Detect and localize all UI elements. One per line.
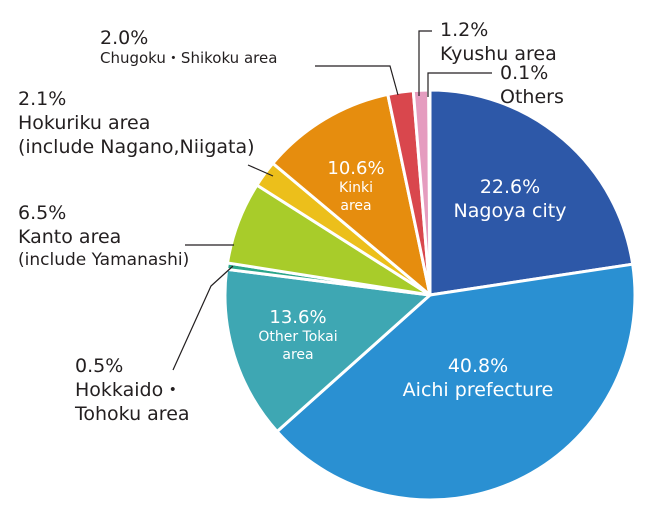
label-chugoku-shikoku-area: 2.0% Chugoku・Shikoku area <box>100 27 277 67</box>
leader-line-hokkaido-tohoku-area <box>172 265 234 371</box>
label-others: 0.1% Others <box>500 62 564 108</box>
label-nagoya-city: 22.6% Nagoya city <box>454 176 567 222</box>
label-aichi-prefecture: 40.8% Aichi prefecture <box>403 355 554 401</box>
leader-line-others <box>427 72 492 97</box>
leader-lines <box>172 30 492 371</box>
label-kinki-area: 10.6% Kinki area <box>327 158 384 214</box>
leader-line-hokuriku-area-include-nagano-niigata <box>247 164 274 177</box>
label-kyushu-area: 1.2% Kyushu area <box>440 19 557 65</box>
pie-labels: 22.6% Nagoya city 40.8% Aichi prefecture 13.… <box>18 19 566 425</box>
label-kanto-area-include-yamanashi: 6.5% Kanto area (include Yamanashi) <box>18 202 189 270</box>
slice-others <box>427 88 432 297</box>
slice-nagoya-city <box>428 88 635 297</box>
label-other-tokai-area: 13.6% Other Tokai area <box>258 307 337 363</box>
leader-line-chugoku-shikoku-area <box>315 65 399 96</box>
leader-line-kyushu-area <box>418 30 432 96</box>
slice-aichi-prefecture <box>275 262 637 502</box>
slice-other-tokai-area <box>223 267 432 434</box>
label-hokuriku-area-include-nagano-niigata: 2.1% Hokuriku area (include Nagano,Niigata… <box>18 88 255 158</box>
slice-kinki-area <box>271 92 432 297</box>
label-hokkaido-tohoku-area: 0.5% Hokkaido・ Tohoku area <box>74 355 190 425</box>
pie-slices <box>223 88 637 502</box>
